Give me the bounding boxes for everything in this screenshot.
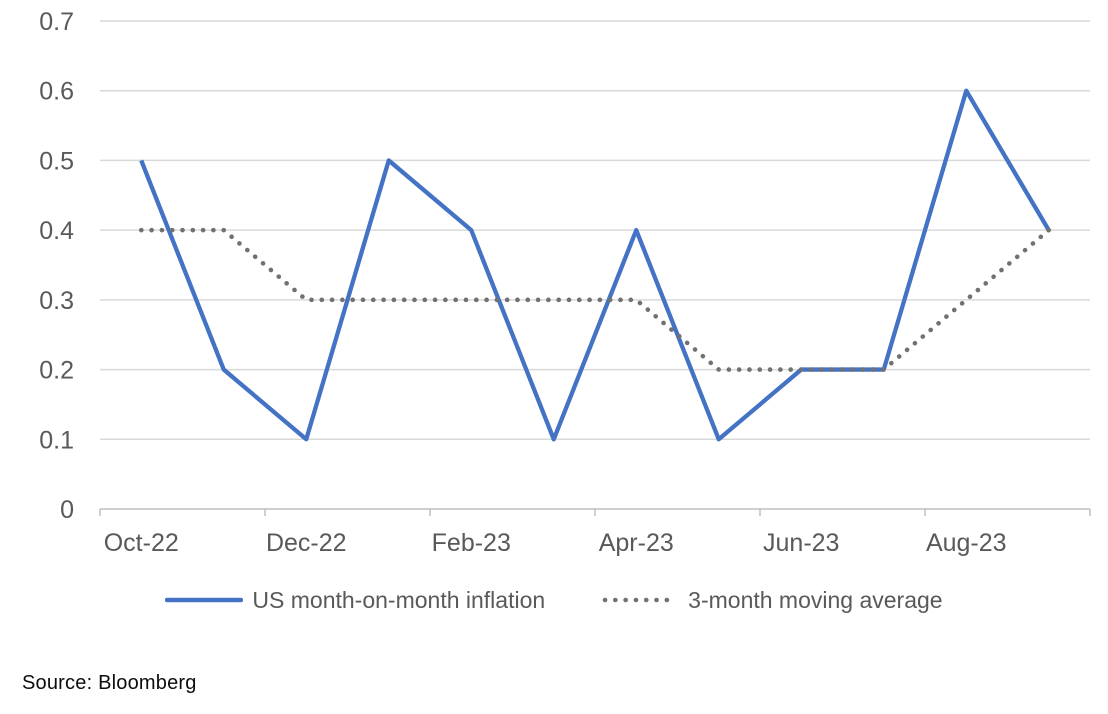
svg-text:0.1: 0.1 bbox=[39, 426, 74, 454]
svg-text:Apr-23: Apr-23 bbox=[599, 529, 674, 557]
inflation-line-chart: 0.7 0.6 0.5 0.4 0.3 0.2 0.1 0 Oct-22 Dec-22 Feb-2… bbox=[39, 8, 1091, 557]
svg-text:0.3: 0.3 bbox=[39, 287, 74, 315]
dotted-line-sample-icon bbox=[602, 597, 680, 603]
series-lines bbox=[138, 88, 1052, 442]
legend-item-inflation: US month-on-month inflation bbox=[165, 587, 545, 614]
svg-text:0.4: 0.4 bbox=[39, 217, 74, 245]
source-caption: Source: Bloomberg bbox=[22, 672, 197, 694]
chart-legend: US month-on-month inflation 3-month movi… bbox=[0, 584, 1108, 616]
svg-text:0.7: 0.7 bbox=[39, 8, 74, 36]
svg-text:0: 0 bbox=[60, 496, 74, 524]
x-axis bbox=[99, 508, 1091, 516]
legend-label-inflation: US month-on-month inflation bbox=[252, 586, 546, 613]
y-axis-tick-labels: 0.7 0.6 0.5 0.4 0.3 0.2 0.1 0 bbox=[39, 8, 74, 524]
svg-text:Aug-23: Aug-23 bbox=[926, 529, 1007, 557]
svg-text:Feb-23: Feb-23 bbox=[432, 529, 511, 557]
svg-text:0.6: 0.6 bbox=[39, 78, 74, 106]
svg-text:Jun-23: Jun-23 bbox=[763, 529, 839, 557]
legend-item-moving-average: 3-month moving average bbox=[601, 586, 943, 614]
gridlines bbox=[100, 20, 1090, 441]
svg-text:Oct-22: Oct-22 bbox=[104, 529, 179, 557]
solid-line-sample-icon bbox=[165, 597, 244, 603]
x-axis-tick-labels: Oct-22 Dec-22 Feb-23 Apr-23 Jun-23 Aug-23 bbox=[104, 529, 1007, 557]
svg-text:0.5: 0.5 bbox=[39, 147, 74, 175]
svg-text:0.2: 0.2 bbox=[39, 357, 74, 385]
svg-text:Dec-22: Dec-22 bbox=[266, 529, 347, 557]
legend-label-moving-average: 3-month moving average bbox=[688, 586, 943, 613]
